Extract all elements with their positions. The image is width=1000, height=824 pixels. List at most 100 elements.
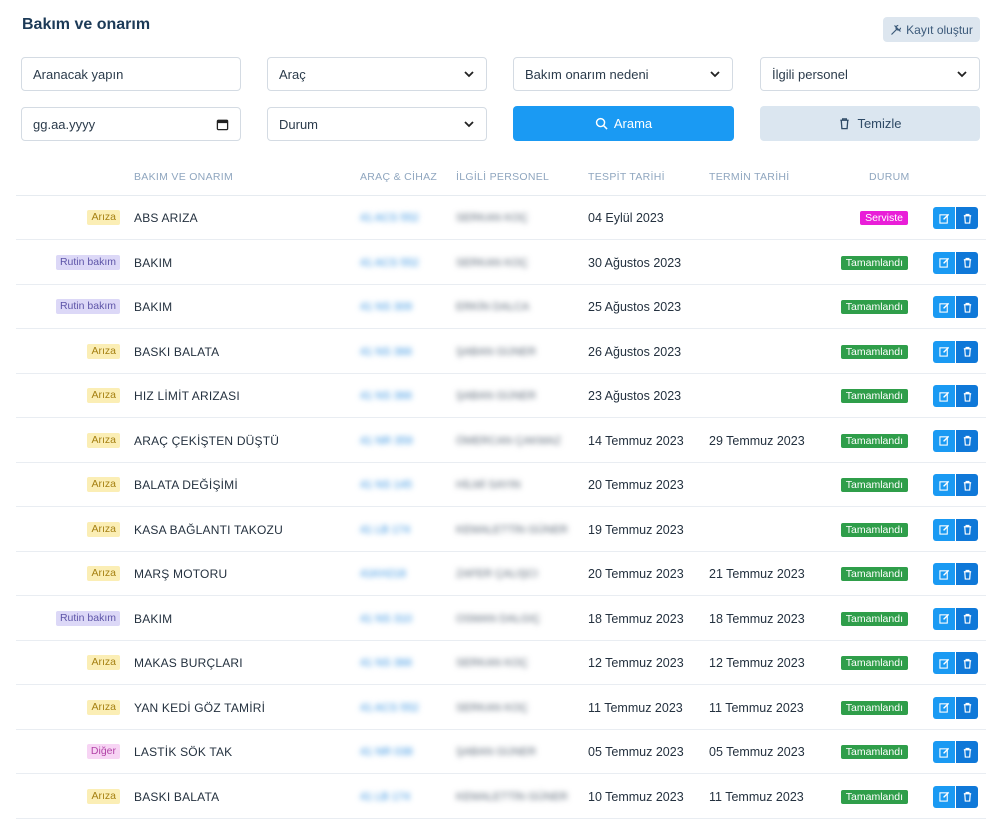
detected-date: 19 Temmuz 2023 (588, 522, 684, 537)
table-row[interactable]: Rutin bakım BAKIM 41 ACS 552 SERKAN KOÇ 30 A… (16, 241, 986, 285)
edit-button[interactable] (933, 296, 955, 318)
edit-button[interactable] (933, 429, 955, 452)
chevron-down-icon (957, 71, 967, 78)
search-input[interactable]: Aranacak yapın (21, 57, 241, 91)
type-cell: Rutin bakım (16, 285, 120, 329)
vehicle-link[interactable]: 41 NR 038 (360, 746, 413, 758)
vehicle-link[interactable]: 41 NS 309 (360, 301, 412, 313)
edit-button[interactable] (933, 474, 955, 496)
delete-button[interactable] (956, 251, 978, 274)
edit-icon (938, 346, 949, 357)
edit-icon (938, 435, 949, 446)
clear-button-label: Temizle (857, 116, 902, 131)
delete-button[interactable] (956, 563, 978, 585)
table-row[interactable]: Arıza BASKI BALATA 41 LB 174 KEMALETTİN GÜN… (16, 775, 986, 819)
due-date: 21 Temmuz 2023 (709, 567, 805, 581)
table-row[interactable]: Arıza HIZ LİMİT ARIZASI 41 NS 366 ŞABAN GÜN… (16, 374, 986, 418)
delete-button[interactable] (956, 429, 978, 452)
create-record-button[interactable]: Kayıt oluştur (883, 17, 980, 42)
table-row[interactable]: Arıza MAKAS BURÇLARI 41 NS 366 SERKAN KOÇ 12… (16, 641, 986, 685)
vehicle-link[interactable]: 41 ACS 552 (360, 256, 419, 269)
status-badge: Tamamlandı (840, 700, 908, 715)
delete-button[interactable] (956, 340, 978, 363)
reason-select[interactable]: Bakım onarım nedeni (513, 57, 733, 91)
table-row[interactable]: Rutin bakım BAKIM 41 NS 310 OSMAN DALGIÇ 18 … (16, 597, 986, 641)
delete-button[interactable] (956, 474, 978, 496)
detected-date: 12 Temmuz 2023 (588, 656, 684, 670)
clear-button[interactable]: Temizle (760, 106, 980, 141)
col-personnel: İLGİLİ PERSONEL (456, 171, 550, 183)
delete-button[interactable] (956, 296, 978, 318)
table-row[interactable]: Rutin bakım BAKIM 41 NS 309 ERKİN DALCA 25 A… (16, 285, 986, 329)
delete-button[interactable] (956, 385, 978, 407)
edit-button[interactable] (933, 251, 955, 274)
delete-button[interactable] (956, 741, 978, 763)
edit-button[interactable] (933, 340, 955, 363)
vehicle-link[interactable]: 41 NS 145 (360, 479, 412, 491)
type-badge: Rutin bakım (55, 299, 120, 314)
edit-button[interactable] (933, 607, 955, 630)
trash-icon (963, 302, 971, 313)
maintenance-name: BASKI BALATA (134, 344, 220, 359)
vehicle-link[interactable]: 41 NS 366 (360, 657, 412, 669)
vehicle-link[interactable]: 41 NS 366 (360, 390, 412, 402)
type-badge: Arıza (87, 699, 120, 715)
delete-button[interactable] (956, 696, 978, 719)
personnel-name: KEMALETTİN GÜNER (456, 790, 568, 803)
table-row[interactable]: Arıza ARAÇ ÇEKİŞTEN DÜŞTÜ 41 NR 359 ÖMERCAN… (16, 419, 986, 463)
personnel-name: HİLMİ SAYIN (456, 479, 521, 491)
edit-button[interactable] (933, 696, 955, 719)
row-actions (933, 340, 978, 363)
status-select[interactable]: Durum (267, 107, 487, 141)
maintenance-name: BAKIM (134, 611, 173, 626)
type-badge: Arıza (87, 210, 120, 225)
vehicle-link[interactable]: 41 ACS 552 (360, 701, 419, 714)
status-badge: Tamamlandı (840, 255, 908, 270)
edit-button[interactable] (933, 385, 955, 407)
maintenance-name: MAKAS BURÇLARI (134, 656, 243, 670)
table-row[interactable]: Arıza ABS ARIZA 41 ACS 552 SERKAN KOÇ 04 Eyl… (16, 196, 986, 240)
col-detected-date: TESPİT TARİHİ (588, 171, 665, 183)
type-badge: Arıza (87, 432, 120, 448)
delete-button[interactable] (956, 518, 978, 541)
vehicle-link[interactable]: 41 LB 174 (360, 523, 411, 536)
row-actions (933, 563, 978, 585)
edit-button[interactable] (933, 741, 955, 763)
detected-date: 18 Temmuz 2023 (588, 611, 684, 626)
table-row[interactable]: Arıza BALATA DEĞİŞİMİ 41 NS 145 HİLMİ SAYIN… (16, 463, 986, 507)
table-row[interactable]: Arıza YAN KEDİ GÖZ TAMİRİ 41 ACS 552 SERKAN… (16, 686, 986, 730)
table-row[interactable]: Arıza BASKI BALATA 41 NS 366 ŞABAN GÜNER 26 … (16, 330, 986, 374)
vehicle-select[interactable]: Araç (267, 57, 487, 91)
personnel-select[interactable]: İlgili personel (760, 57, 980, 91)
vehicle-link[interactable]: 41 NS 310 (360, 612, 412, 625)
edit-button[interactable] (933, 563, 955, 585)
vehicle-link[interactable]: 41 ACS 552 (360, 212, 419, 224)
table-row[interactable]: Arıza KASA BAĞLANTI TAKOZU 41 LB 174 KEMALE… (16, 508, 986, 552)
status-select-value: Durum (279, 116, 319, 132)
table-row[interactable]: Arıza MARŞ MOTORU 41KH218 ZAFER ÇALIŞCI 20 T… (16, 552, 986, 596)
personnel-name: SERKAN KOÇ (456, 212, 529, 224)
due-date: 18 Temmuz 2023 (709, 611, 805, 626)
due-date: 05 Temmuz 2023 (709, 745, 805, 759)
personnel-name: ŞABAN GÜNER (456, 746, 537, 758)
trash-icon (963, 613, 971, 624)
table-row[interactable]: Diğer LASTİK SÖK TAK 41 NR 038 ŞABAN GÜNER 0… (16, 730, 986, 774)
row-actions (933, 518, 978, 541)
vehicle-link[interactable]: 41 LB 174 (360, 790, 411, 803)
type-cell: Arıza (16, 330, 120, 374)
delete-button[interactable] (956, 785, 978, 808)
delete-button[interactable] (956, 207, 978, 229)
create-record-label: Kayıt oluştur (906, 22, 973, 37)
edit-button[interactable] (933, 207, 955, 229)
edit-button[interactable] (933, 518, 955, 541)
search-button[interactable]: Arama (513, 106, 734, 141)
edit-button[interactable] (933, 785, 955, 808)
delete-button[interactable] (956, 652, 978, 674)
vehicle-link[interactable]: 41KH218 (360, 568, 406, 580)
vehicle-link[interactable]: 41 NR 359 (360, 434, 413, 447)
edit-button[interactable] (933, 652, 955, 674)
delete-button[interactable] (956, 607, 978, 630)
calendar-icon[interactable] (216, 118, 229, 131)
date-input[interactable]: gg.aa.yyyy (21, 107, 241, 141)
vehicle-link[interactable]: 41 NS 366 (360, 345, 412, 358)
